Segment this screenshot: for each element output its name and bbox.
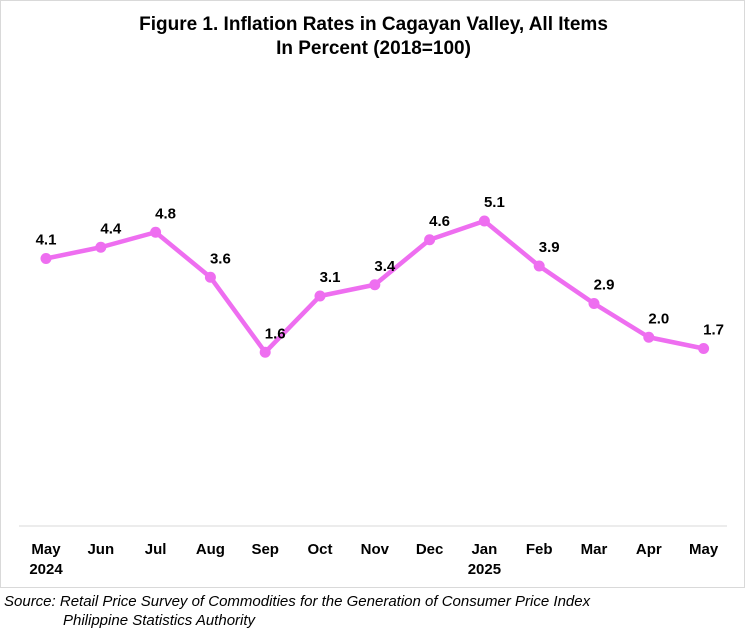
data-label: 2.9	[594, 277, 615, 294]
data-label: 4.4	[100, 220, 122, 237]
data-label: 3.6	[210, 250, 231, 267]
data-label: 2.0	[648, 310, 669, 327]
chart-title: Figure 1. Inflation Rates in Cagayan Val…	[139, 14, 608, 35]
x-tick-label: Oct	[307, 541, 332, 558]
x-tick-label: Sep	[251, 541, 279, 558]
x-tick-label: Nov	[361, 541, 390, 558]
data-label: 3.1	[320, 269, 341, 286]
x-year-label: 2024	[29, 561, 63, 578]
x-tick-label: Dec	[416, 541, 444, 558]
data-label: 3.9	[539, 239, 560, 256]
x-tick-label: Mar	[581, 541, 608, 558]
x-year-label: 2025	[468, 561, 501, 578]
x-tick-label: May	[689, 541, 719, 558]
data-point	[369, 279, 381, 291]
data-point	[533, 260, 545, 272]
data-label: 4.1	[36, 232, 57, 249]
x-tick-label: Apr	[636, 541, 662, 558]
x-tick-label: Jan	[471, 541, 497, 558]
source-line: Source: Retail Price Survey of Commoditi…	[4, 593, 591, 610]
data-label: 4.6	[429, 213, 450, 230]
x-tick-label: Aug	[196, 541, 225, 558]
source-agency: Philippine Statistics Authority	[63, 612, 256, 629]
data-label: 1.7	[703, 322, 724, 339]
data-label: 3.4	[374, 258, 396, 275]
data-label: 4.8	[155, 205, 176, 222]
chart-frame	[0, 0, 745, 588]
chart-subtitle: In Percent (2018=100)	[276, 38, 471, 59]
x-tick-label: Feb	[526, 541, 553, 558]
data-point	[588, 298, 600, 309]
x-tick-label: May	[31, 541, 61, 558]
data-label: 5.1	[484, 194, 505, 211]
data-point	[424, 234, 436, 246]
data-point	[40, 253, 52, 264]
data-point	[259, 346, 271, 358]
data-point	[204, 271, 216, 283]
data-point	[478, 215, 490, 227]
x-tick-label: Jul	[145, 541, 167, 558]
data-point	[314, 290, 326, 302]
data-point	[643, 331, 655, 343]
data-point	[698, 343, 710, 354]
x-tick-label: Jun	[87, 541, 114, 558]
data-point	[150, 226, 162, 238]
data-point	[95, 241, 107, 253]
data-label: 1.6	[265, 325, 286, 342]
